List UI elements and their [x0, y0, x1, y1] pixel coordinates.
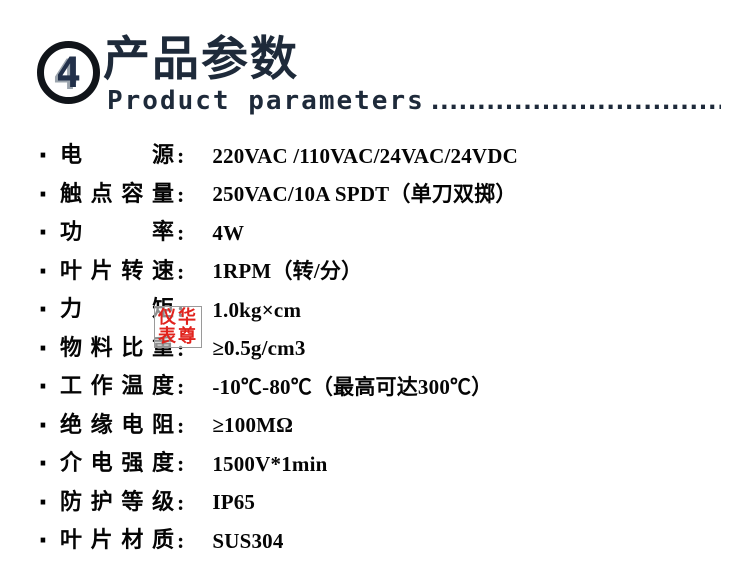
bullet-icon: ·	[38, 218, 48, 249]
page-subtitle: Product parameters .....................…	[107, 86, 721, 116]
param-colon: :	[177, 489, 185, 515]
param-label: 物料比重	[60, 335, 174, 361]
param-row-vane-speed: · 叶片转速 : 1RPM（转/分）	[38, 253, 738, 292]
param-value: ≥0.5g/cm3	[212, 336, 306, 361]
param-row-torque: · 力矩 : 1.0kg×cm	[38, 291, 738, 330]
bullet-icon: ·	[38, 449, 48, 480]
param-label: 触点容量	[60, 181, 174, 207]
param-row-dielectric-strength: · 介电强度 : 1500V*1min	[38, 445, 738, 484]
bullet-icon: ·	[38, 179, 48, 210]
param-value: 250VAC/10A SPDT（单刀双掷）	[212, 182, 517, 207]
param-value: 1RPM（转/分）	[212, 259, 363, 284]
param-label: 防护等级	[60, 489, 174, 515]
param-row-power-supply: · 电源 : 220VAC /110VAC/24VAC/24VDC	[38, 137, 738, 176]
param-label: 功率	[60, 220, 174, 246]
param-row-insulation-resistance: · 绝缘电阻 : ≥100MΩ	[38, 407, 738, 446]
param-value: 1.0kg×cm	[212, 297, 302, 322]
param-label: 介电强度	[60, 451, 174, 477]
watermark-line2: 表尊	[158, 326, 198, 347]
param-colon: :	[177, 143, 185, 169]
param-colon: :	[177, 412, 185, 438]
param-label: 电源	[60, 143, 174, 169]
subtitle-dots-leader: ....................................	[430, 89, 721, 115]
param-value: SUS304	[212, 528, 284, 553]
bullet-icon: ·	[38, 295, 48, 326]
param-row-contact-capacity: · 触点容量 : 250VAC/10A SPDT（单刀双掷）	[38, 176, 738, 215]
param-row-protection-rating: · 防护等级 : IP65	[38, 484, 738, 523]
param-value: 220VAC /110VAC/24VAC/24VDC	[212, 143, 518, 168]
param-value: IP65	[212, 490, 256, 515]
param-value: 4W	[212, 220, 245, 245]
param-value: 1500V*1min	[212, 451, 328, 476]
bullet-icon: ·	[38, 526, 48, 557]
section-number-badge: 4	[37, 41, 100, 104]
param-row-material-density: · 物料比重 : ≥0.5g/cm3	[38, 330, 738, 369]
bullet-icon: ·	[38, 372, 48, 403]
param-colon: :	[177, 335, 185, 361]
param-row-power: · 功率 : 4W	[38, 214, 738, 253]
bullet-icon: ·	[38, 141, 48, 172]
param-colon: :	[177, 258, 185, 284]
param-colon: :	[177, 528, 185, 554]
bullet-icon: ·	[38, 256, 48, 287]
bullet-icon: ·	[38, 410, 48, 441]
param-value: ≥100MΩ	[212, 413, 294, 438]
param-label: 叶片材质	[60, 528, 174, 554]
param-row-vane-material: · 叶片材质 : SUS304	[38, 522, 738, 561]
param-colon: :	[177, 181, 185, 207]
param-colon: :	[177, 451, 185, 477]
brand-watermark-stamp: 仪华 表尊	[154, 306, 202, 348]
parameter-list: · 电源 : 220VAC /110VAC/24VAC/24VDC · 触点容量…	[38, 137, 738, 561]
param-value: -10℃-80℃（最高可达300℃）	[212, 374, 493, 399]
param-label: 工作温度	[60, 374, 174, 400]
page-subtitle-text: Product parameters	[107, 86, 425, 116]
page-title: 产品参数	[103, 32, 299, 87]
param-label: 力矩	[60, 297, 174, 323]
param-label: 绝缘电阻	[60, 412, 174, 438]
param-colon: :	[177, 220, 185, 246]
param-colon: :	[177, 374, 185, 400]
bullet-icon: ·	[38, 333, 48, 364]
bullet-icon: ·	[38, 487, 48, 518]
watermark-line1: 仪华	[158, 307, 198, 328]
param-row-working-temperature: · 工作温度 : -10℃-80℃（最高可达300℃）	[38, 368, 738, 407]
param-label: 叶片转速	[60, 258, 174, 284]
section-number: 4	[55, 47, 82, 97]
